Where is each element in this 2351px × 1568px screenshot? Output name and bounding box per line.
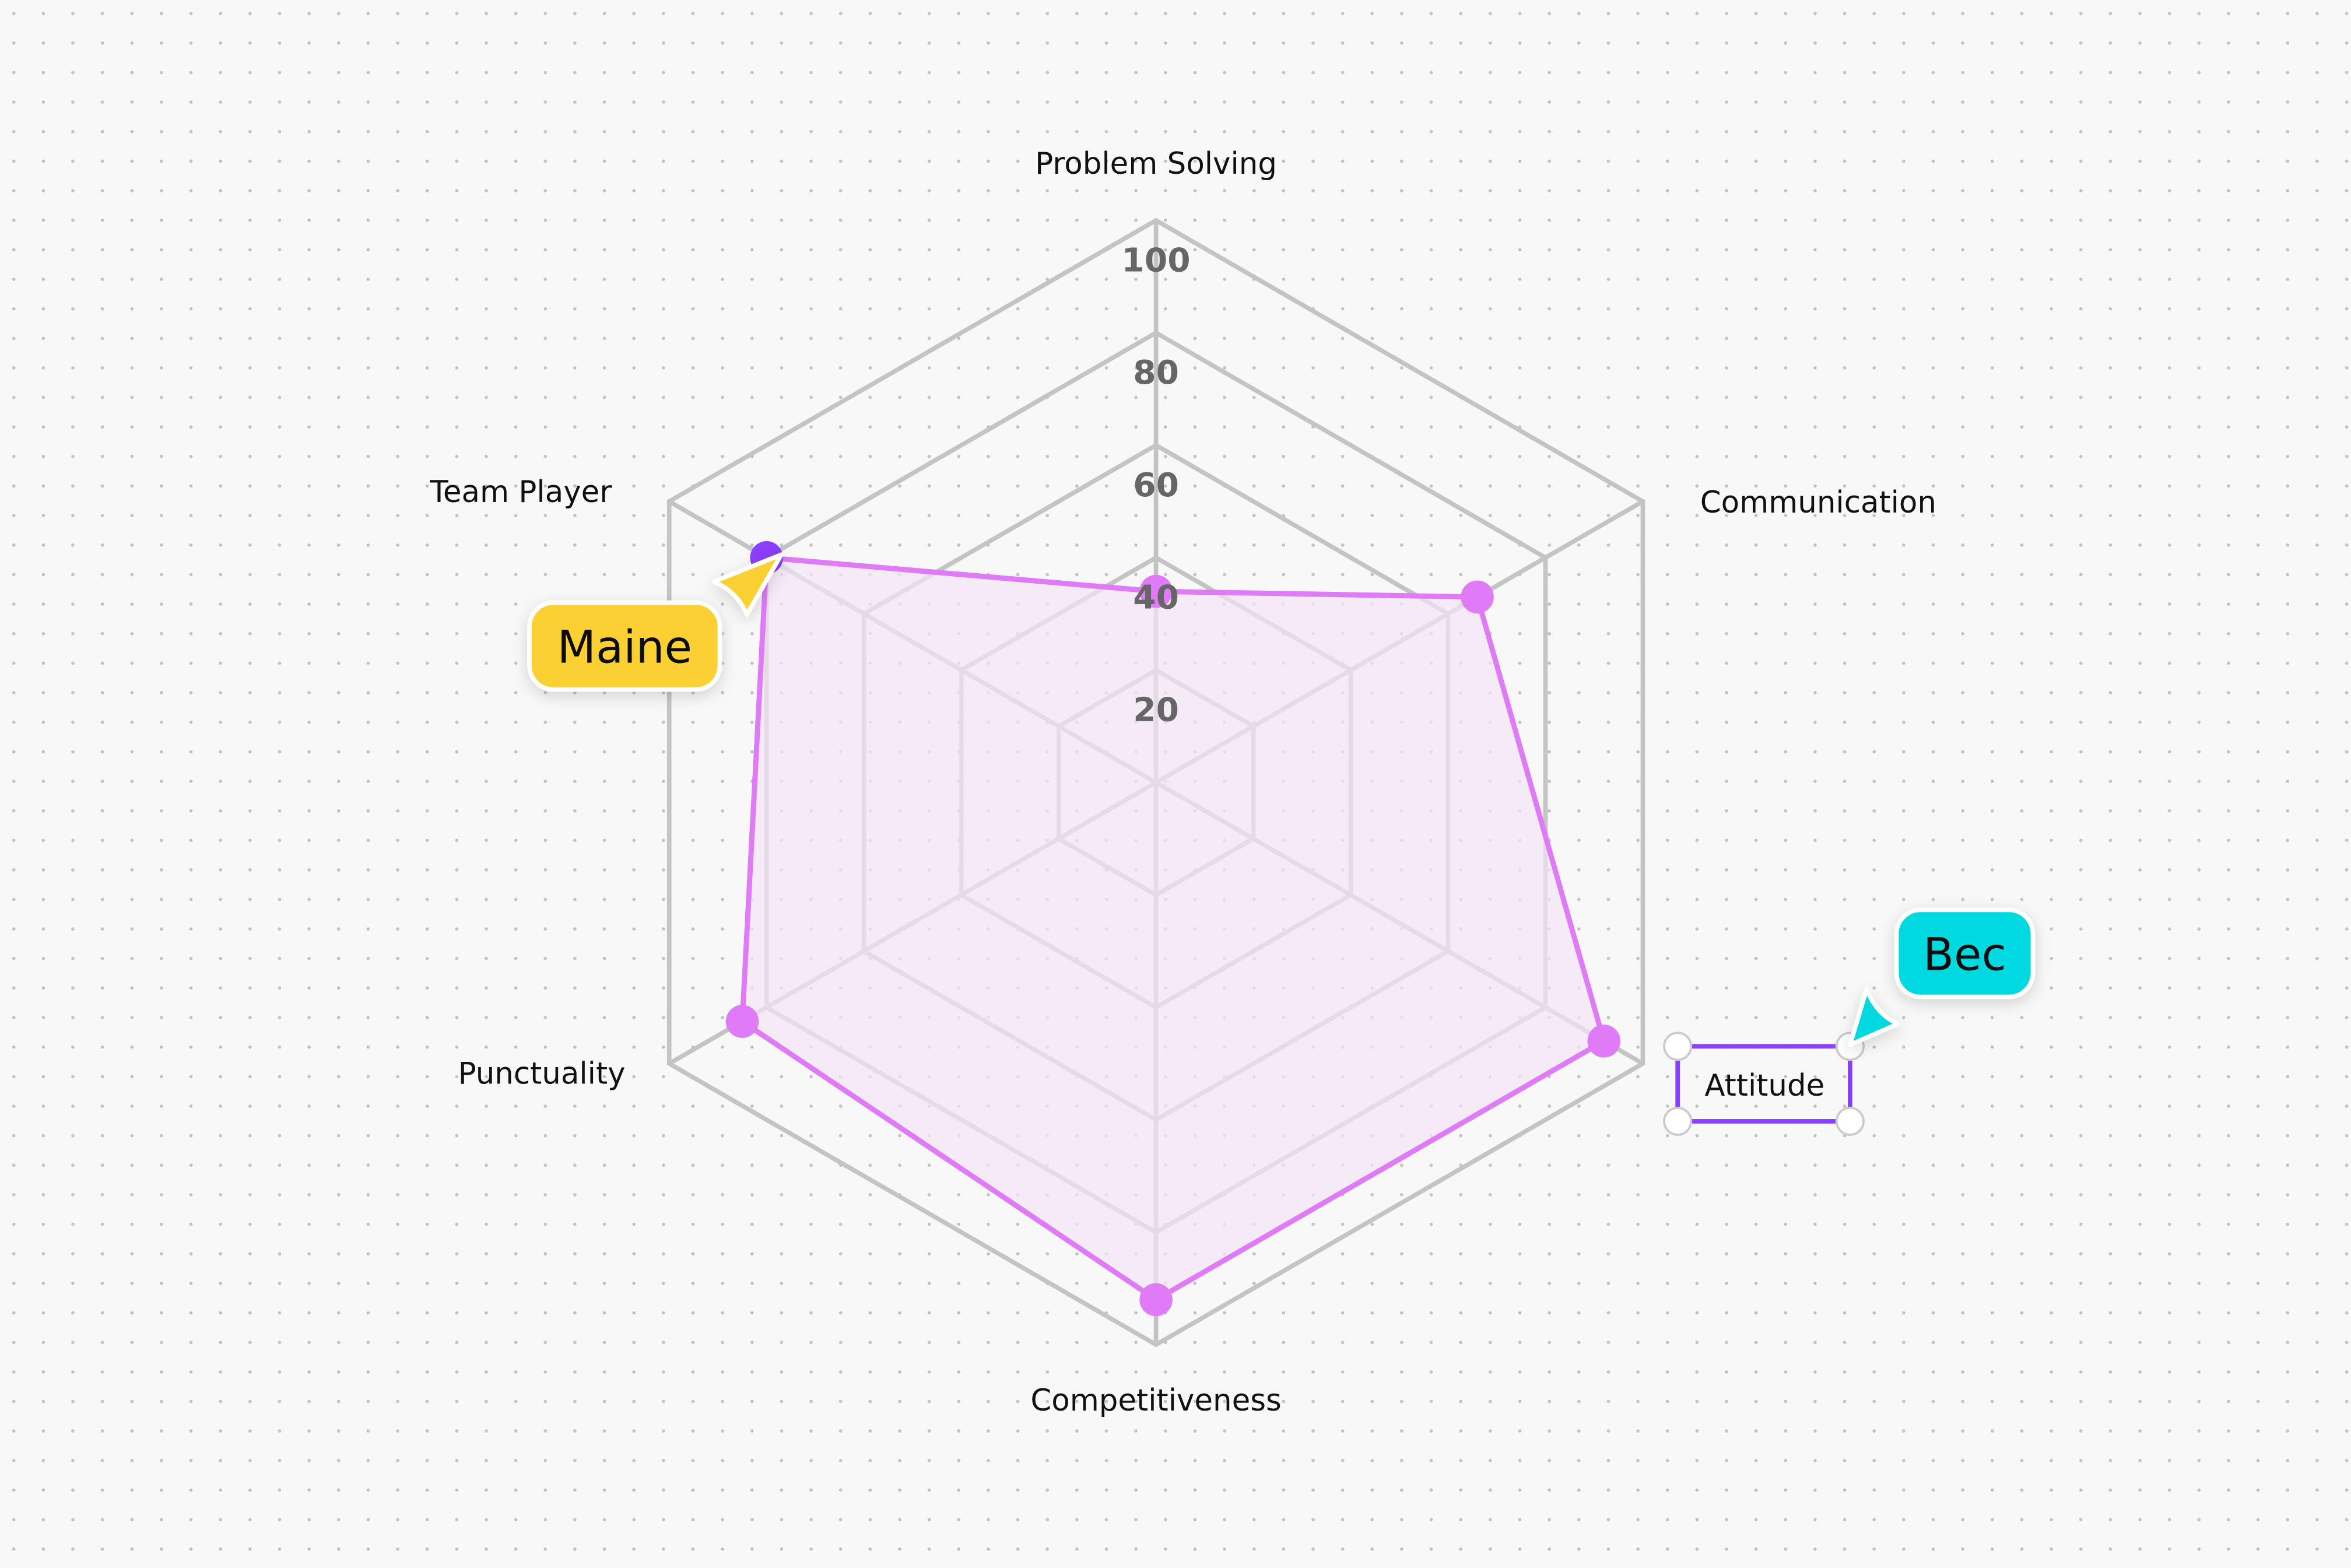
cursor-bec: Bec bbox=[1847, 907, 2036, 1047]
data-point-punctuality[interactable] bbox=[725, 1005, 759, 1038]
radial-tick-labels: 20 40 60 80 100 bbox=[1122, 241, 1191, 729]
tick-label-80: 80 bbox=[1133, 354, 1179, 392]
axis-label-problem-solving: Problem Solving bbox=[1035, 146, 1277, 181]
cursor-badge bbox=[1894, 907, 2036, 999]
cursor-name: Maine bbox=[557, 621, 692, 673]
cursor-badge bbox=[527, 600, 722, 692]
resize-handle-bottom-left[interactable] bbox=[1663, 1106, 1693, 1136]
cursor-arrow-icon bbox=[1847, 987, 1900, 1047]
tick-label-60: 60 bbox=[1133, 466, 1179, 504]
cursor-maine: Maine bbox=[527, 552, 784, 692]
data-point-competitiveness[interactable] bbox=[1139, 1283, 1173, 1317]
data-point-communication[interactable] bbox=[1461, 580, 1494, 614]
axis-label-competitiveness: Competitiveness bbox=[1030, 1383, 1281, 1418]
axis-label-communication: Communication bbox=[1700, 485, 1936, 520]
selection-border bbox=[1675, 1044, 1852, 1124]
axis-label-punctuality: Punctuality bbox=[458, 1057, 626, 1092]
cursor-arrow-icon bbox=[711, 552, 784, 617]
data-point-attitude[interactable] bbox=[1587, 1025, 1620, 1058]
axis-labels: Problem Solving Communication Attitude Comp… bbox=[429, 146, 1936, 1418]
axis-label-team-player: Team Player bbox=[429, 475, 612, 510]
tick-label-100: 100 bbox=[1122, 241, 1191, 279]
data-point-problem-solving[interactable] bbox=[1139, 574, 1173, 608]
resize-handle-top-left[interactable] bbox=[1663, 1032, 1693, 1061]
tick-label-40: 40 bbox=[1133, 579, 1179, 617]
resize-handle-bottom-right[interactable] bbox=[1835, 1106, 1865, 1136]
radar-series[interactable] bbox=[725, 541, 1620, 1317]
cursor-name: Bec bbox=[1923, 928, 2006, 981]
tick-label-20: 20 bbox=[1133, 692, 1179, 729]
axis-label-attitude[interactable]: Attitude bbox=[1704, 1068, 1824, 1103]
